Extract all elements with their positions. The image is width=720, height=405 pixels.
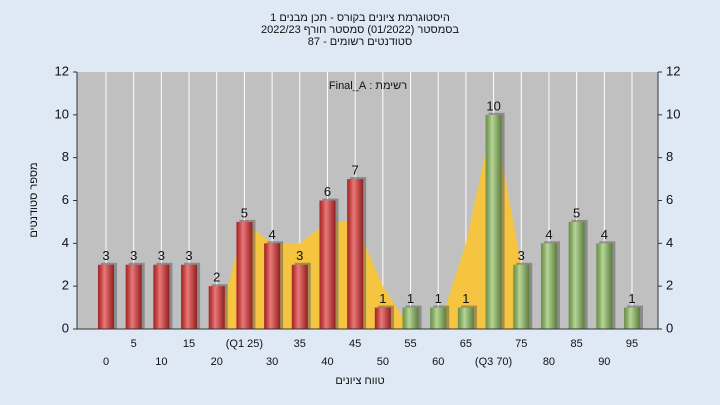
- y2-tick-label: 4: [666, 235, 673, 250]
- y-tick-label: 2: [62, 278, 69, 293]
- y-tick-label: 0: [62, 320, 69, 335]
- data-label: 4: [268, 227, 275, 242]
- y-axis-label: מספר סטודנטים: [28, 162, 40, 237]
- bar-shade: [291, 264, 308, 329]
- x-tick-label: 90: [598, 356, 610, 368]
- x-tick-label: (Q1 25): [226, 338, 263, 350]
- bar-shade: [513, 264, 530, 329]
- bar-shade: [596, 243, 613, 329]
- x-tick-label: 5: [131, 338, 137, 350]
- x-tick-label: 95: [626, 338, 638, 350]
- bar-shade: [540, 243, 557, 329]
- data-label: 3: [185, 248, 192, 263]
- bar-shade: [374, 307, 391, 329]
- x-tick-label: 60: [432, 356, 444, 368]
- bar-shade: [208, 286, 225, 329]
- chart-subtitle: בסמסטר (01/2022) סמסטר חורף 2022/23: [261, 24, 459, 36]
- data-label: 6: [324, 184, 331, 199]
- data-label: 10: [486, 98, 500, 113]
- x-tick-label: 40: [321, 356, 333, 368]
- x-tick-label: 35: [294, 338, 306, 350]
- data-label: 3: [158, 248, 165, 263]
- y-tick-label: 6: [62, 192, 69, 207]
- y2-tick-label: 10: [666, 106, 680, 121]
- y-tick-label: 10: [55, 106, 69, 121]
- y2-tick-label: 2: [666, 278, 673, 293]
- bar-shade: [457, 307, 474, 329]
- data-label: 7: [352, 163, 359, 178]
- bar-shade: [430, 307, 447, 329]
- bar-shade: [264, 243, 281, 329]
- bar-shade: [568, 221, 585, 329]
- y2-tick-label: 0: [666, 320, 673, 335]
- x-tick-label: 10: [155, 356, 167, 368]
- data-label: 1: [435, 291, 442, 306]
- y2-tick-label: 8: [666, 149, 673, 164]
- bar-shade: [125, 264, 142, 329]
- x-tick-label: 80: [543, 356, 555, 368]
- data-label: 4: [545, 227, 552, 242]
- x-tick-label: 45: [349, 338, 361, 350]
- data-label: 3: [518, 248, 525, 263]
- y-tick-label: 8: [62, 149, 69, 164]
- y-tick-label: 12: [55, 63, 69, 78]
- x-tick-label: 50: [377, 356, 389, 368]
- bar-shade: [153, 264, 170, 329]
- x-tick-label: 15: [183, 338, 195, 350]
- y2-tick-label: 6: [666, 192, 673, 207]
- x-tick-label: 30: [266, 356, 278, 368]
- x-tick-label: 55: [404, 338, 416, 350]
- bar-shade: [485, 114, 502, 329]
- bar-shade: [347, 179, 364, 329]
- x-axis-label: טווח ציונים: [335, 375, 384, 387]
- data-label: 1: [628, 291, 635, 306]
- bar-shade: [236, 221, 253, 329]
- bar-shade: [402, 307, 419, 329]
- data-label: 2: [213, 270, 220, 285]
- y-tick-label: 4: [62, 235, 69, 250]
- x-tick-label: 0: [103, 356, 109, 368]
- data-label: 1: [379, 291, 386, 306]
- x-tick-label: 85: [571, 338, 583, 350]
- y2-tick-label: 12: [666, 63, 680, 78]
- bar-shade: [98, 264, 114, 329]
- bar-shade: [624, 307, 640, 329]
- bar-shade: [319, 200, 336, 329]
- data-label: 5: [241, 205, 248, 220]
- x-tick-label: 20: [211, 356, 223, 368]
- data-label: 5: [573, 205, 580, 220]
- data-label: 3: [130, 248, 137, 263]
- x-tick-label: 65: [460, 338, 472, 350]
- x-tick-label: 75: [515, 338, 527, 350]
- data-label: 3: [102, 248, 109, 263]
- annotation: רשימת : Final_A: [329, 80, 407, 92]
- data-label: 1: [462, 291, 469, 306]
- bar-shade: [181, 264, 198, 329]
- data-label: 4: [601, 227, 608, 242]
- chart-title: היסטוגרמת ציונים בקורס - תכן מבנים 1: [270, 12, 450, 24]
- x-tick-label: (Q3 70): [475, 356, 512, 368]
- data-label: 1: [407, 291, 414, 306]
- chart-subtitle: סטודנטים רשומים - 87: [308, 36, 412, 48]
- data-label: 3: [296, 248, 303, 263]
